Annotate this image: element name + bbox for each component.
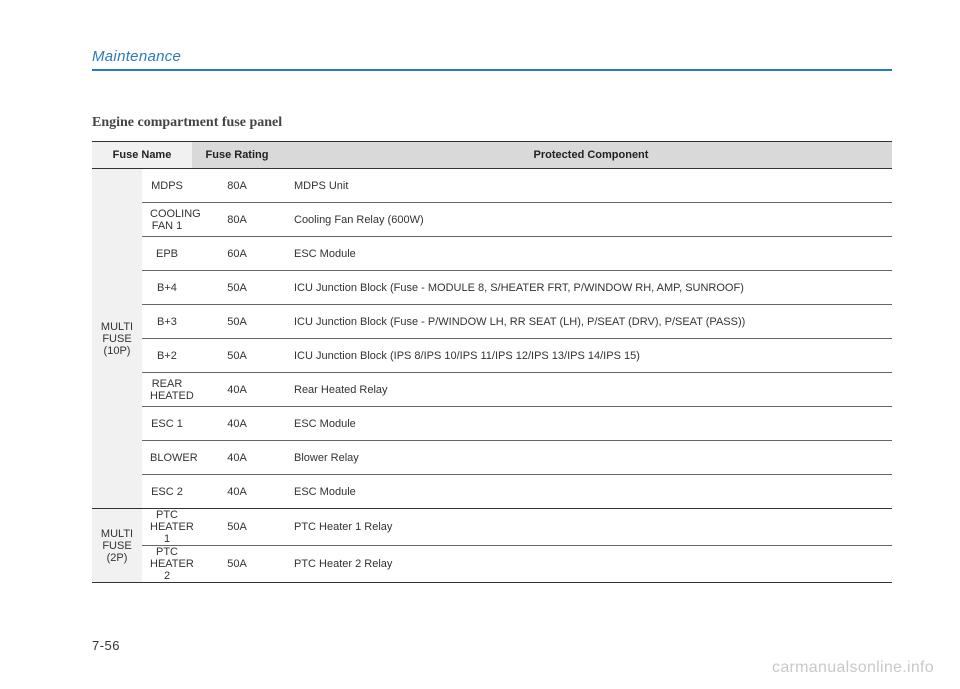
fuse-name-cell: ESC 1: [142, 407, 192, 441]
table-row: B+4 50A ICU Junction Block (Fuse - MODUL…: [92, 271, 892, 305]
protected-component-cell: ESC Module: [282, 237, 892, 271]
fuse-name-cell: PTC HEATER 1: [142, 509, 192, 546]
fuse-rating-cell: 50A: [192, 546, 282, 583]
fuse-rating-cell: 80A: [192, 169, 282, 203]
table-row: MULTI FUSE (2P) PTC HEATER 1 50A PTC Hea…: [92, 509, 892, 546]
fuse-rating-cell: 40A: [192, 407, 282, 441]
fuse-rating-cell: 50A: [192, 339, 282, 373]
fuse-name-cell: COOLING FAN 1: [142, 203, 192, 237]
protected-component-cell: Cooling Fan Relay (600W): [282, 203, 892, 237]
fuse-name-cell: REAR HEATED: [142, 373, 192, 407]
table-row: BLOWER 40A Blower Relay: [92, 441, 892, 475]
section-header: Maintenance: [92, 48, 880, 69]
protected-component-cell: Blower Relay: [282, 441, 892, 475]
protected-component-cell: PTC Heater 2 Relay: [282, 546, 892, 583]
fuse-table-body: MULTI FUSE (10P) MDPS 80A MDPS Unit COOL…: [92, 169, 892, 583]
fuse-rating-cell: 80A: [192, 203, 282, 237]
watermark: carmanualsonline.info: [772, 659, 934, 677]
th-fuse-rating: Fuse Rating: [192, 142, 282, 169]
protected-component-cell: ICU Junction Block (Fuse - MODULE 8, S/H…: [282, 271, 892, 305]
protected-component-cell: ICU Junction Block (IPS 8/IPS 10/IPS 11/…: [282, 339, 892, 373]
fuse-name-cell: B+4: [142, 271, 192, 305]
group-label: MULTI FUSE (10P): [92, 169, 142, 509]
protected-component-cell: ICU Junction Block (Fuse - P/WINDOW LH, …: [282, 305, 892, 339]
fuse-rating-cell: 50A: [192, 271, 282, 305]
table-row: COOLING FAN 1 80A Cooling Fan Relay (600…: [92, 203, 892, 237]
fuse-rating-cell: 40A: [192, 441, 282, 475]
fuse-rating-cell: 40A: [192, 475, 282, 509]
table-row: B+3 50A ICU Junction Block (Fuse - P/WIN…: [92, 305, 892, 339]
table-row: ESC 2 40A ESC Module: [92, 475, 892, 509]
table-header-row: Fuse Name Fuse Rating Protected Componen…: [92, 142, 892, 169]
table-row: MULTI FUSE (10P) MDPS 80A MDPS Unit: [92, 169, 892, 203]
fuse-name-cell: PTC HEATER 2: [142, 546, 192, 583]
table-row: REAR HEATED 40A Rear Heated Relay: [92, 373, 892, 407]
fuse-name-cell: EPB: [142, 237, 192, 271]
protected-component-cell: MDPS Unit: [282, 169, 892, 203]
group-label: MULTI FUSE (2P): [92, 509, 142, 583]
fuse-rating-cell: 50A: [192, 305, 282, 339]
protected-component-cell: PTC Heater 1 Relay: [282, 509, 892, 546]
fuse-name-cell: BLOWER: [142, 441, 192, 475]
fuse-rating-cell: 60A: [192, 237, 282, 271]
page-number: 7-56: [92, 638, 120, 653]
fuse-name-cell: B+3: [142, 305, 192, 339]
header-rule: [92, 69, 892, 71]
fuse-name-cell: ESC 2: [142, 475, 192, 509]
fuse-rating-cell: 50A: [192, 509, 282, 546]
table-title: Engine compartment fuse panel: [92, 115, 880, 131]
protected-component-cell: ESC Module: [282, 407, 892, 441]
fuse-rating-cell: 40A: [192, 373, 282, 407]
fuse-name-cell: B+2: [142, 339, 192, 373]
table-row: ESC 1 40A ESC Module: [92, 407, 892, 441]
th-fuse-name: Fuse Name: [92, 142, 192, 169]
protected-component-cell: Rear Heated Relay: [282, 373, 892, 407]
table-row: PTC HEATER 2 50A PTC Heater 2 Relay: [92, 546, 892, 583]
fuse-name-cell: MDPS: [142, 169, 192, 203]
fuse-table: Fuse Name Fuse Rating Protected Componen…: [92, 141, 892, 583]
table-row: B+2 50A ICU Junction Block (IPS 8/IPS 10…: [92, 339, 892, 373]
th-protected-component: Protected Component: [282, 142, 892, 169]
protected-component-cell: ESC Module: [282, 475, 892, 509]
table-row: EPB 60A ESC Module: [92, 237, 892, 271]
